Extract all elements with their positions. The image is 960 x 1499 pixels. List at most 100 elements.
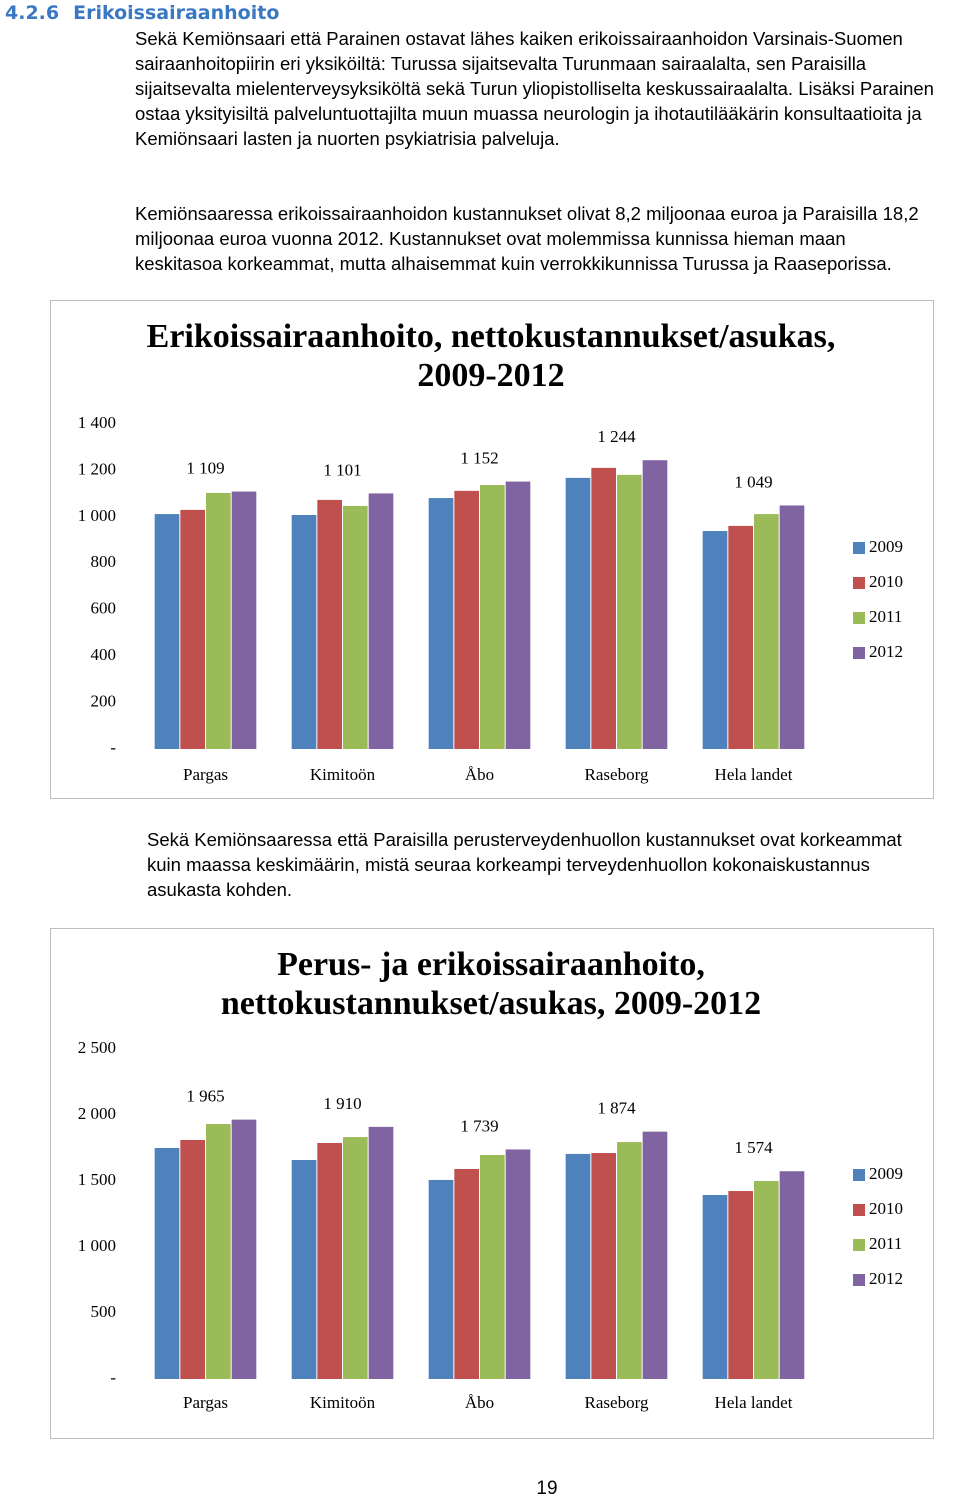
bar	[480, 485, 505, 749]
legend-swatch	[853, 1204, 865, 1216]
x-tick-label: Åbo	[465, 765, 494, 784]
x-tick-label: Raseborg	[585, 765, 649, 784]
y-tick-label: 600	[91, 599, 117, 618]
chart-title: Erikoissairaanhoito, nettokustannukset/a…	[146, 318, 836, 394]
legend-label: 2010	[869, 1199, 903, 1218]
data-label: 1 049	[734, 472, 772, 491]
section-heading: 4.2.6 Erikoissairaanhoito	[5, 2, 279, 24]
y-tick-label: 500	[91, 1302, 117, 1321]
y-tick-label: 1 000	[78, 1236, 116, 1255]
bar	[454, 1168, 479, 1379]
legend-swatch	[853, 577, 865, 589]
y-tick-label: 200	[91, 691, 117, 710]
chart: - 500 1 000 1 500 2 000 2 500 Pargas 1 965 Kimit…	[78, 1038, 903, 1412]
bar	[368, 1126, 394, 1379]
paragraph: Sekä Kemiönsaaressa että Paraisilla peru…	[147, 829, 902, 900]
legend-label: 2009	[869, 537, 903, 556]
bar	[343, 505, 368, 749]
bar	[480, 1154, 505, 1379]
data-label: 1 101	[323, 460, 361, 479]
bar	[779, 1171, 805, 1379]
bar	[231, 491, 257, 749]
bar	[291, 515, 317, 749]
bar	[505, 1149, 531, 1379]
bar	[591, 467, 616, 749]
legend-swatch	[853, 542, 865, 554]
data-label: 1 574	[734, 1138, 773, 1157]
bar	[180, 509, 205, 749]
legend-label: 2011	[869, 1234, 902, 1253]
bar	[591, 1153, 616, 1379]
bar	[565, 477, 591, 749]
legend-label: 2009	[869, 1164, 903, 1183]
chart-container: Perus- ja erikoissairaanhoito, nettokust…	[50, 928, 934, 1439]
y-tick-label: 800	[91, 552, 117, 571]
bar	[231, 1119, 257, 1379]
legend-swatch	[853, 1169, 865, 1181]
legend-swatch	[853, 1239, 865, 1251]
bar	[754, 514, 779, 749]
y-tick-label: 1 500	[78, 1170, 116, 1189]
data-label: 1 965	[186, 1087, 224, 1106]
legend-label: 2012	[869, 1269, 903, 1288]
bar	[779, 505, 805, 749]
y-tick-label: 400	[91, 645, 117, 664]
bar	[617, 1142, 642, 1379]
data-label: 1 244	[597, 427, 636, 446]
legend-label: 2010	[869, 572, 903, 591]
data-label: 1 152	[460, 448, 498, 467]
bar	[428, 498, 454, 749]
chart-container: Erikoissairaanhoito, nettokustannukset/a…	[50, 300, 934, 799]
bar	[642, 460, 668, 749]
data-label: 1 109	[186, 458, 224, 477]
y-tick-label: 1 200	[78, 459, 116, 478]
legend-swatch	[853, 647, 865, 659]
y-tick-label: 2 000	[78, 1104, 116, 1123]
legend-swatch	[853, 612, 865, 624]
bar	[754, 1181, 779, 1379]
bar	[428, 1179, 454, 1379]
page-number: 19	[536, 1478, 558, 1499]
legend-label: 2012	[869, 642, 903, 661]
y-tick-label: 1 400	[78, 413, 116, 432]
chart-title: Perus- ja erikoissairaanhoito, nettokust…	[220, 946, 762, 1022]
bar	[505, 481, 531, 749]
chart: - 200 400 600 800 1 000 1 200 1 400 Pargas 1 109 K…	[78, 413, 903, 784]
bar	[317, 499, 342, 749]
data-label: 1 874	[597, 1099, 636, 1118]
y-tick-label: -	[110, 1368, 116, 1387]
x-tick-label: Kimitoön	[310, 765, 376, 784]
bar	[702, 1194, 728, 1379]
paragraph: Kemiönsaaressa erikoissairaanhoidon kust…	[135, 203, 919, 274]
bar	[180, 1139, 205, 1379]
bar	[617, 474, 642, 749]
bar	[728, 525, 753, 749]
bar	[343, 1137, 368, 1379]
x-tick-label: Hela landet	[715, 765, 793, 784]
bar	[454, 490, 479, 749]
bar	[206, 1123, 231, 1379]
paragraph: Sekä Kemiönsaari että Parainen ostavat l…	[135, 28, 934, 149]
bar	[206, 492, 231, 749]
section-title: Erikoissairaanhoito	[73, 2, 280, 24]
bar	[154, 514, 180, 749]
x-tick-label: Kimitoön	[310, 1393, 376, 1412]
x-tick-label: Hela landet	[715, 1393, 793, 1412]
x-tick-label: Pargas	[183, 1393, 228, 1412]
bar	[642, 1131, 668, 1379]
bar	[368, 493, 394, 749]
x-tick-label: Raseborg	[585, 1393, 649, 1412]
bar	[317, 1142, 342, 1379]
bar	[565, 1153, 591, 1379]
bar	[702, 531, 728, 749]
legend-label: 2011	[869, 607, 902, 626]
y-tick-label: 2 500	[78, 1038, 116, 1057]
x-tick-label: Åbo	[465, 1393, 494, 1412]
section-number: 4.2.6	[5, 2, 60, 24]
data-label: 1 910	[323, 1094, 361, 1113]
bar	[291, 1160, 317, 1379]
y-tick-label: 1 000	[78, 506, 116, 525]
y-tick-label: -	[110, 738, 116, 757]
bar	[728, 1191, 753, 1379]
